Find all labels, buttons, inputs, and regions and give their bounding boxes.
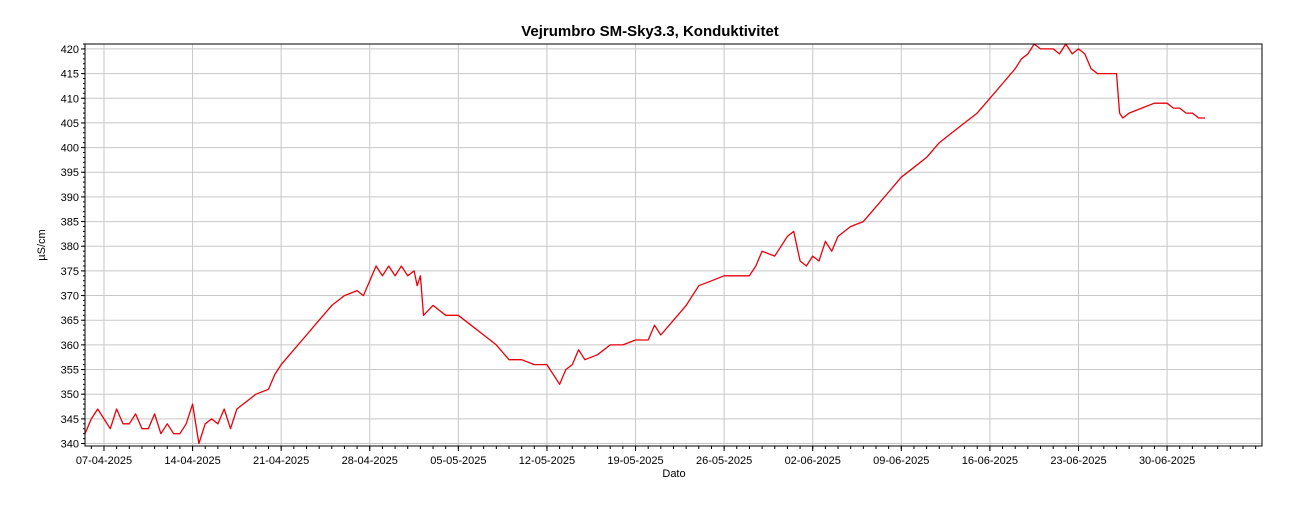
plot-border (84, 43, 1263, 447)
y-tick-label: 410 (61, 93, 79, 105)
x-tick-label: 14-04-2025 (164, 455, 220, 467)
x-tick-label: 30-06-2025 (1139, 455, 1195, 467)
x-tick-label: 09-06-2025 (873, 455, 929, 467)
plot-frame (84, 43, 1263, 447)
y-tick-label: 365 (61, 315, 79, 327)
x-tick-label: 28-04-2025 (342, 455, 398, 467)
y-tick-label: 340 (61, 439, 79, 451)
x-axis-label: Dato (662, 468, 685, 480)
x-tick-label: 05-05-2025 (430, 455, 486, 467)
chart-title: Vejrumbro SM-Sky3.3, Konduktivitet (521, 23, 779, 40)
x-tick-label: 19-05-2025 (607, 455, 663, 467)
x-tick-label: 26-05-2025 (696, 455, 752, 467)
x-tick-label: 16-06-2025 (962, 455, 1018, 467)
x-tick-label: 23-06-2025 (1050, 455, 1106, 467)
y-axis: 340 345 350 355 360 365 370 375 380 385 390 395 400 4… (61, 43, 85, 451)
y-tick-label: 360 (61, 340, 79, 352)
y-axis-label: µS/cm (36, 229, 48, 260)
y-tick-label: 370 (61, 291, 79, 303)
y-tick-label: 415 (61, 69, 79, 81)
series-line-0 (84, 43, 1205, 445)
grid (85, 44, 1262, 446)
y-tick-label: 420 (61, 44, 79, 56)
series-area (84, 43, 1205, 445)
y-tick-label: 390 (61, 192, 79, 204)
x-tick-label: 12-05-2025 (519, 455, 575, 467)
x-tick-label: 02-06-2025 (785, 455, 841, 467)
y-tick-label: 380 (61, 241, 79, 253)
x-tick-label: 21-04-2025 (253, 455, 309, 467)
y-tick-label: 345 (61, 414, 79, 426)
y-tick-label: 350 (61, 389, 79, 401)
y-tick-label: 375 (61, 266, 79, 278)
y-tick-label: 385 (61, 217, 79, 229)
y-tick-label: 395 (61, 167, 79, 179)
y-tick-label: 400 (61, 143, 79, 155)
x-axis: 07-04-2025 14-04-2025 21-04-2025 28-04-2025… (76, 446, 1257, 467)
y-tick-label: 355 (61, 365, 79, 377)
y-tick-label: 405 (61, 118, 79, 130)
x-tick-label: 07-04-2025 (76, 455, 132, 467)
